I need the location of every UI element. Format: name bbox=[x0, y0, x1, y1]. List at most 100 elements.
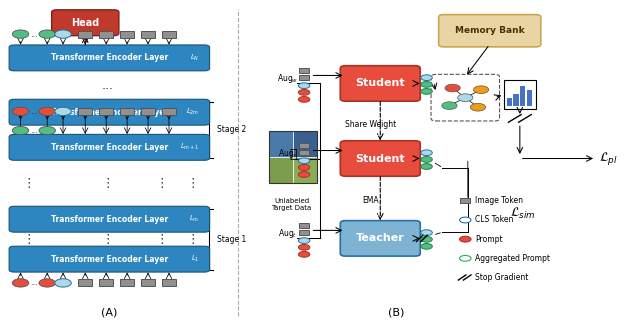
Bar bbox=[141, 280, 155, 286]
Circle shape bbox=[55, 107, 71, 116]
Text: Aug$_s$: Aug$_s$ bbox=[278, 147, 298, 160]
Circle shape bbox=[470, 103, 486, 111]
Bar bbox=[520, 85, 525, 106]
Text: ⋮: ⋮ bbox=[155, 177, 168, 190]
FancyBboxPatch shape bbox=[340, 221, 420, 256]
Circle shape bbox=[298, 252, 310, 257]
Text: Aggregated Prompt: Aggregated Prompt bbox=[476, 254, 550, 263]
Circle shape bbox=[421, 88, 432, 94]
Circle shape bbox=[421, 230, 432, 236]
Text: ...: ... bbox=[31, 279, 38, 287]
Circle shape bbox=[421, 243, 432, 249]
Text: ⋮: ⋮ bbox=[187, 177, 200, 190]
Circle shape bbox=[39, 30, 56, 38]
Bar bbox=[269, 131, 293, 157]
FancyBboxPatch shape bbox=[340, 141, 420, 176]
Text: Stage 2: Stage 2 bbox=[216, 125, 246, 134]
Circle shape bbox=[421, 163, 432, 169]
Circle shape bbox=[421, 82, 432, 87]
Circle shape bbox=[460, 217, 471, 223]
Text: $L_{2m}$: $L_{2m}$ bbox=[186, 107, 200, 117]
FancyBboxPatch shape bbox=[431, 74, 500, 121]
Text: Transformer Encoder Layer: Transformer Encoder Layer bbox=[51, 108, 168, 117]
Text: Transformer Encoder Layer: Transformer Encoder Layer bbox=[51, 53, 168, 62]
Bar bbox=[78, 108, 92, 115]
Circle shape bbox=[445, 84, 460, 92]
Bar bbox=[99, 280, 113, 286]
Text: ⋮: ⋮ bbox=[22, 177, 35, 190]
Circle shape bbox=[421, 150, 432, 156]
Text: $L_N$: $L_N$ bbox=[190, 53, 200, 63]
Text: Unlabeled
Target Data: Unlabeled Target Data bbox=[271, 198, 312, 211]
Text: $L_m$: $L_m$ bbox=[189, 214, 200, 224]
Circle shape bbox=[39, 107, 56, 116]
Text: ...: ... bbox=[31, 107, 38, 116]
Text: ⋮: ⋮ bbox=[22, 233, 35, 246]
Bar bbox=[141, 108, 155, 115]
Circle shape bbox=[298, 244, 310, 250]
Bar bbox=[269, 157, 293, 183]
Bar bbox=[78, 280, 92, 286]
Text: Teacher: Teacher bbox=[356, 233, 404, 243]
Circle shape bbox=[39, 126, 56, 135]
Text: Transformer Encoder Layer: Transformer Encoder Layer bbox=[51, 215, 168, 224]
Text: $\mathcal{L}_{pl}$: $\mathcal{L}_{pl}$ bbox=[599, 150, 618, 167]
Circle shape bbox=[474, 86, 489, 94]
Text: Image Token: Image Token bbox=[476, 196, 524, 205]
FancyBboxPatch shape bbox=[438, 15, 541, 47]
Circle shape bbox=[39, 279, 56, 287]
Bar bbox=[527, 90, 532, 106]
Text: ⋮: ⋮ bbox=[101, 177, 114, 190]
Bar bbox=[299, 230, 309, 235]
Text: $L_1$: $L_1$ bbox=[191, 254, 200, 264]
Bar bbox=[99, 31, 113, 38]
Text: ...: ... bbox=[102, 79, 113, 92]
Bar bbox=[162, 108, 176, 115]
Circle shape bbox=[12, 279, 29, 287]
Bar bbox=[162, 31, 176, 38]
Circle shape bbox=[298, 164, 310, 170]
Circle shape bbox=[421, 237, 432, 242]
Circle shape bbox=[12, 107, 29, 116]
FancyBboxPatch shape bbox=[9, 135, 210, 160]
Text: ⋮: ⋮ bbox=[101, 233, 114, 246]
Text: Transformer Encoder Layer: Transformer Encoder Layer bbox=[51, 143, 168, 152]
Circle shape bbox=[55, 279, 71, 287]
Circle shape bbox=[460, 255, 471, 261]
Text: EMA: EMA bbox=[362, 196, 379, 205]
Text: ⋮: ⋮ bbox=[187, 233, 200, 246]
Bar bbox=[513, 94, 518, 106]
Text: $L_{m+1}$: $L_{m+1}$ bbox=[180, 142, 200, 152]
Circle shape bbox=[442, 102, 457, 110]
Circle shape bbox=[12, 30, 29, 38]
Bar bbox=[293, 157, 317, 183]
Bar bbox=[299, 75, 309, 80]
Text: Prompt: Prompt bbox=[476, 235, 503, 244]
Circle shape bbox=[298, 89, 310, 95]
Text: Memory Bank: Memory Bank bbox=[455, 26, 525, 35]
Text: Aug$_t$: Aug$_t$ bbox=[278, 227, 297, 240]
Circle shape bbox=[458, 94, 473, 101]
Circle shape bbox=[298, 238, 310, 243]
FancyBboxPatch shape bbox=[340, 66, 420, 101]
Circle shape bbox=[421, 75, 432, 81]
FancyBboxPatch shape bbox=[9, 45, 210, 71]
Circle shape bbox=[55, 30, 71, 38]
Bar bbox=[162, 280, 176, 286]
Text: CLS Token: CLS Token bbox=[476, 215, 514, 225]
Bar bbox=[299, 143, 309, 148]
Circle shape bbox=[421, 157, 432, 162]
FancyBboxPatch shape bbox=[9, 99, 210, 125]
Text: $\mathcal{L}_{sim}$: $\mathcal{L}_{sim}$ bbox=[510, 206, 536, 221]
Bar bbox=[269, 131, 317, 183]
Circle shape bbox=[298, 158, 310, 163]
Text: Student: Student bbox=[355, 153, 405, 163]
Bar bbox=[99, 108, 113, 115]
Text: (A): (A) bbox=[101, 308, 118, 318]
Bar bbox=[141, 31, 155, 38]
Bar bbox=[78, 31, 92, 38]
Text: Stop Gradient: Stop Gradient bbox=[476, 273, 529, 282]
Text: Student: Student bbox=[355, 78, 405, 88]
Text: ...: ... bbox=[31, 30, 38, 39]
Bar bbox=[299, 68, 309, 73]
